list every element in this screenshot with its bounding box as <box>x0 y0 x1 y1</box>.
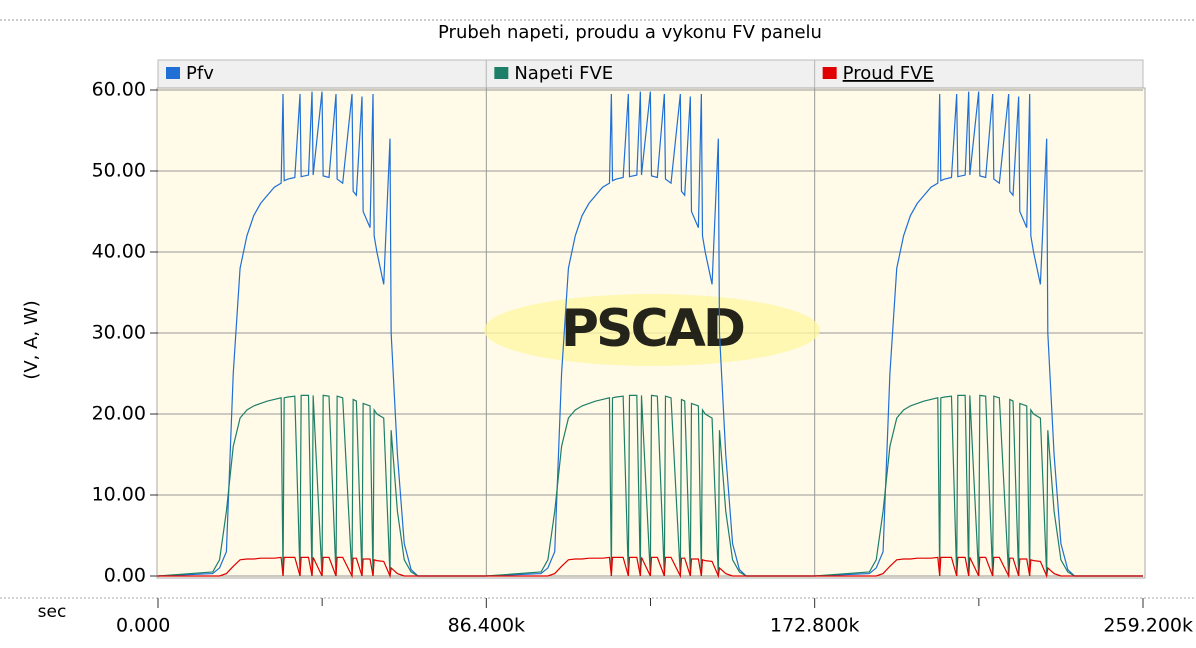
legend-label: Proud FVE <box>843 63 934 84</box>
y-tick-label: 40.00 <box>92 241 146 263</box>
legend-box <box>485 59 816 89</box>
watermark: PSCAD <box>561 299 744 359</box>
legend-box <box>157 59 487 89</box>
legend: Pfv Napeti FVE Proud FVE <box>157 59 1144 89</box>
legend-swatch <box>494 67 509 79</box>
y-tick-label: 60.00 <box>92 79 146 101</box>
y-tick-label: 20.00 <box>92 403 146 425</box>
y-tick-label: 50.00 <box>92 160 146 182</box>
x-axis-label: sec <box>38 602 67 622</box>
y-axis-label: (V, A, W) <box>21 300 42 379</box>
y-tick-label: 0.00 <box>104 565 146 587</box>
legend-label: Napeti FVE <box>514 63 613 84</box>
legend-swatch <box>822 67 837 79</box>
legend-swatch <box>166 67 180 79</box>
y-tick-label: 10.00 <box>92 484 146 506</box>
series-line <box>158 556 1143 579</box>
y-tick-label: 30.00 <box>92 322 146 344</box>
series-line <box>157 91 1143 577</box>
series-line <box>157 394 1143 577</box>
legend-label: Pfv <box>186 63 214 84</box>
plot-area: PSCAD <box>156 87 1146 579</box>
x-tick-label: 0.000 <box>116 615 170 637</box>
watermark-glow <box>484 294 820 366</box>
x-tick-label: 86.400k <box>448 615 525 637</box>
chart-title: Prubeh napeti, proudu a vykonu FV panelu <box>438 22 822 43</box>
x-tick-label: 172.800k <box>770 615 860 637</box>
x-tick-label: 259.200k <box>1103 615 1193 637</box>
